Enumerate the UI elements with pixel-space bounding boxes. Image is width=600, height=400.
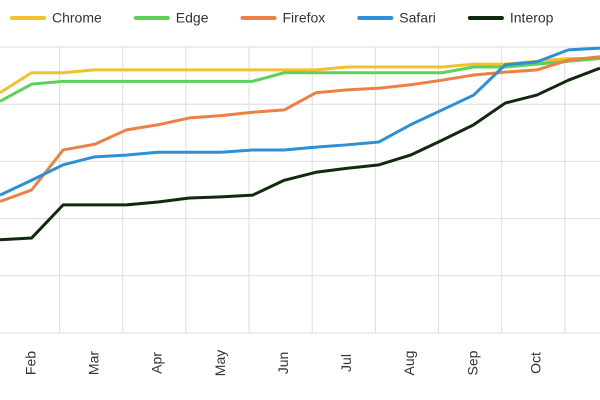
x-tick-label: Oct <box>528 352 544 374</box>
x-tick-label: Sep <box>464 350 480 375</box>
x-tick-label: May <box>212 350 228 376</box>
x-tick-label: Feb <box>22 351 38 375</box>
x-tick-label: Mar <box>85 351 101 375</box>
legend-label: Edge <box>176 10 209 26</box>
x-tick-label: Jun <box>275 352 291 375</box>
series-line <box>0 55 600 203</box>
x-tick-label: Jul <box>338 354 354 372</box>
x-tick-label: Apr <box>149 352 165 374</box>
legend-label: Safari <box>399 10 436 26</box>
legend-label: Firefox <box>283 10 326 26</box>
legend-label: Chrome <box>52 10 102 26</box>
series-line <box>0 56 600 95</box>
series-line <box>0 56 600 103</box>
legend-label: Interop <box>510 10 554 26</box>
series-line <box>0 46 600 197</box>
series-line <box>0 66 600 242</box>
x-tick-label: Aug <box>401 351 417 376</box>
